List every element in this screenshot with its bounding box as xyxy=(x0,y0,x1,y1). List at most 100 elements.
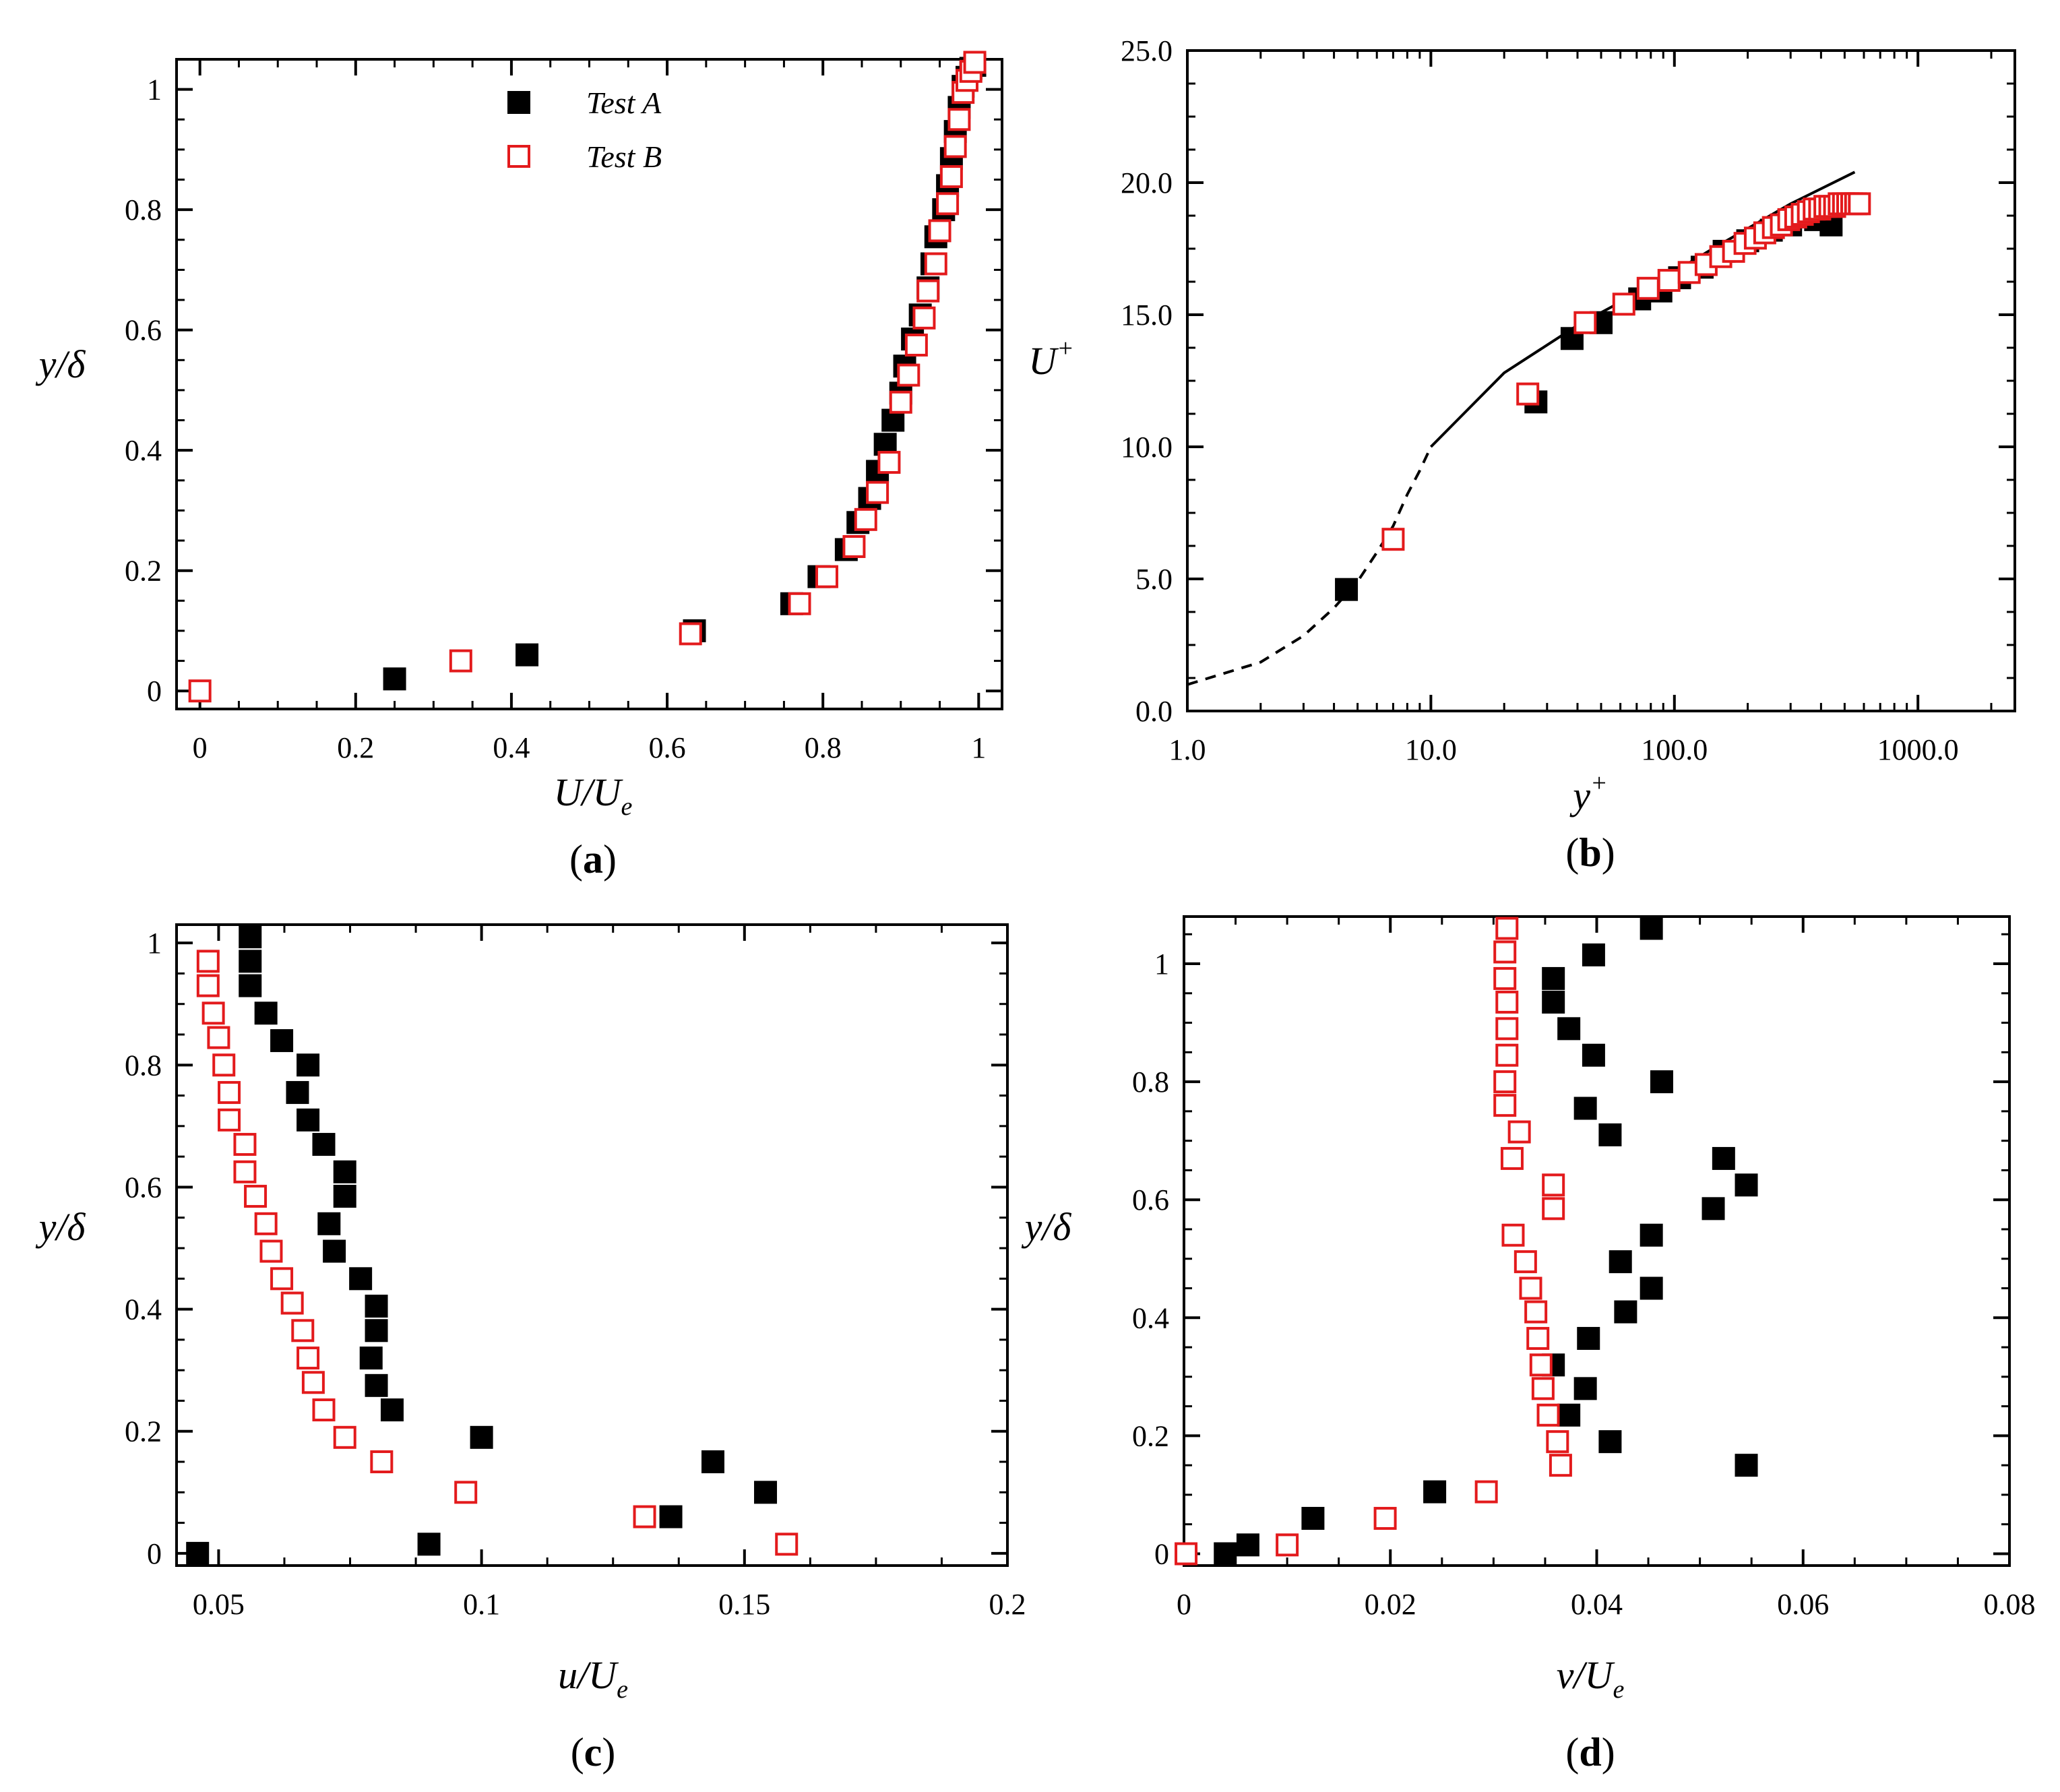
x-tick-label: 0.4 xyxy=(493,731,530,764)
panel-a: 0 0.2 0.4 0.6 0.8 1 0 0.2 0.4 0.6 0.8 1 U/Ue y/δ (a) Te… xyxy=(36,51,1003,882)
test-b-point xyxy=(1493,966,1517,990)
test-a-point xyxy=(417,1533,441,1556)
legend-label: Test A xyxy=(586,86,662,120)
test-b-point xyxy=(1848,192,1871,216)
test-b-point xyxy=(1516,382,1540,406)
y-tick-label: 0.2 xyxy=(1132,1419,1169,1452)
x-tick-label: 0.6 xyxy=(649,731,686,764)
plot-frame xyxy=(1186,49,2016,712)
test-b-point xyxy=(866,481,889,504)
test-b-point xyxy=(916,279,940,303)
y-tick-label: 0.8 xyxy=(125,1049,162,1082)
test-b-point xyxy=(1495,1017,1519,1041)
test-a-point xyxy=(1640,917,1663,940)
test-b-point xyxy=(270,1267,294,1291)
test-a-point xyxy=(286,1081,309,1105)
test-b-point xyxy=(1474,1480,1498,1504)
test-b-point xyxy=(449,649,472,673)
test-b-point xyxy=(201,1001,225,1025)
test-b-point xyxy=(1493,1070,1517,1094)
y-tick-label: 1 xyxy=(147,73,162,106)
test-b-point xyxy=(1495,990,1519,1014)
test-b-point xyxy=(1507,1120,1531,1144)
legend-marker-test-b xyxy=(507,145,530,168)
test-b-point xyxy=(1612,292,1635,316)
panel-caption: (a) xyxy=(569,837,617,882)
panel-caption-letter: d xyxy=(1579,1730,1601,1774)
x-axis-label-sub: e xyxy=(1613,1675,1624,1704)
y-tick-label: 0 xyxy=(147,1537,162,1570)
x-tick-label: 1 xyxy=(971,731,986,764)
test-b-point xyxy=(370,1450,394,1474)
x-tick-label: 0.05 xyxy=(193,1588,245,1621)
y-axis-label: U+ xyxy=(1028,334,1074,383)
y-tick-label: 0.4 xyxy=(125,1293,162,1326)
x-axis-label: v/Ue xyxy=(1557,1653,1625,1704)
x-axis-label-sub: e xyxy=(621,793,633,821)
y-axis-label: y/δ xyxy=(36,1205,86,1249)
x-tick-label: 0.2 xyxy=(337,731,374,764)
test-b-point xyxy=(196,974,220,997)
x-tick-label: 0.04 xyxy=(1571,1588,1623,1621)
panel-caption-letter: a xyxy=(583,837,603,882)
test-b-point xyxy=(244,1185,268,1208)
test-b-point xyxy=(1636,276,1660,300)
test-a-point xyxy=(1712,1146,1735,1170)
y-tick-label: 0.8 xyxy=(1132,1065,1169,1099)
panel-caption: (c) xyxy=(571,1730,616,1774)
x-axis-label-sub: e xyxy=(617,1675,628,1704)
test-b-point xyxy=(912,306,936,330)
y-tick-label: 0.2 xyxy=(125,555,162,588)
test-a-point xyxy=(239,950,262,973)
test-b-point xyxy=(775,1533,799,1556)
y-tick-label: 0.8 xyxy=(125,193,162,226)
x-tick-label: 1.0 xyxy=(1169,733,1206,766)
test-a-point xyxy=(1301,1506,1325,1530)
test-b-point xyxy=(1495,917,1519,940)
test-b-point xyxy=(218,1081,241,1105)
test-b-point xyxy=(333,1425,356,1449)
y-tick-label: 5.0 xyxy=(1135,563,1173,596)
y-tick-label: 0.6 xyxy=(125,314,162,347)
test-a-point xyxy=(1423,1480,1447,1504)
test-a-point xyxy=(1573,1377,1597,1400)
panel-caption: (b) xyxy=(1565,830,1615,875)
test-a-point xyxy=(1598,1123,1622,1146)
panel-c: 0.05 0.1 0.15 0.2 0 0.2 0.4 0.6 0.8 1 u/Ue y/δ (c) xyxy=(36,923,1026,1774)
test-b-point xyxy=(188,679,212,703)
test-b-point xyxy=(1493,1094,1517,1117)
test-a-point xyxy=(1582,943,1605,966)
test-b-point xyxy=(1276,1533,1299,1557)
test-a-point xyxy=(1335,578,1359,601)
test-b-point xyxy=(312,1398,336,1422)
test-a-point xyxy=(270,1029,294,1053)
test-a-point xyxy=(359,1347,383,1370)
x-axis-label: y+ xyxy=(1569,769,1607,817)
y-tick-label: 0.2 xyxy=(125,1415,162,1448)
test-b-point xyxy=(1381,528,1405,551)
test-a-point xyxy=(516,643,539,667)
test-b-point xyxy=(1531,1377,1555,1400)
panel-caption-letter: c xyxy=(584,1730,602,1774)
test-a-point xyxy=(239,974,262,997)
test-a-point xyxy=(1214,1542,1237,1566)
y-tick-label: 0.0 xyxy=(1135,695,1173,728)
test-b-point xyxy=(301,1371,325,1394)
test-b-point xyxy=(788,592,811,615)
panel-d: 0 0.02 0.04 0.06 0.08 0 0.2 0.4 0.6 0.8 1 v/Ue y/δ (d… xyxy=(1022,915,2036,1774)
y-tick-label: 25.0 xyxy=(1121,34,1173,67)
test-b-point xyxy=(254,1212,278,1235)
test-a-point xyxy=(1573,1096,1597,1120)
y-tick-label: 0.6 xyxy=(1132,1183,1169,1216)
test-b-point xyxy=(259,1239,283,1263)
test-b-point xyxy=(1657,269,1681,292)
y-axis-label: y/δ xyxy=(36,342,86,386)
test-b-point xyxy=(1526,1326,1550,1350)
test-b-point xyxy=(936,192,960,216)
x-tick-label: 0 xyxy=(193,731,208,764)
test-a-point xyxy=(1735,1454,1758,1477)
x-tick-label: 0 xyxy=(1177,1588,1191,1621)
test-a-point xyxy=(365,1295,388,1318)
test-b-point xyxy=(233,1133,257,1156)
